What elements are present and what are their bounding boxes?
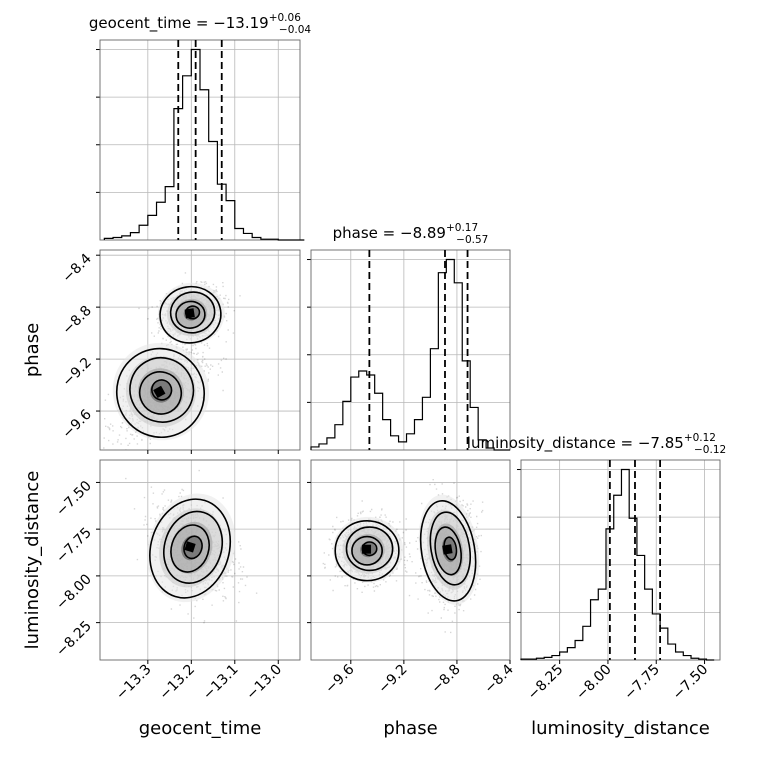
x-tick-label: −9.2 — [375, 662, 410, 697]
density — [103, 272, 241, 450]
contour-line — [434, 526, 462, 576]
title-geocent_time: geocent_time = −13.19+0.06 −0.04 — [89, 12, 311, 36]
x-axis-label-luminosity_distance: luminosity_distance — [531, 718, 710, 739]
x-tick-label: −13.3 — [113, 662, 155, 704]
x-tick-label: −8.8 — [428, 662, 463, 697]
panel-frame — [520, 459, 721, 661]
x-tick-label: −13.2 — [156, 662, 198, 704]
title-err-plus: +0.06 — [269, 12, 301, 24]
mode-0 — [157, 282, 225, 345]
histogram-luminosity_distance — [520, 468, 715, 661]
contour-line — [151, 379, 173, 401]
contour-line — [129, 357, 195, 423]
density — [322, 479, 484, 634]
contour-line — [334, 520, 400, 582]
panel-frame — [310, 249, 511, 451]
title-err-plus: +0.17 — [446, 222, 478, 234]
x-axis-label-phase: phase — [383, 718, 437, 739]
contour-line — [175, 300, 206, 329]
x-tick-label: −8.25 — [525, 662, 567, 704]
title-luminosity_distance: luminosity_distance = −7.85+0.12 −0.12 — [467, 432, 726, 456]
y-tick-label: −9.6 — [59, 406, 94, 441]
contour-line — [429, 511, 471, 586]
y-axis-label-phase: phase — [22, 323, 43, 377]
contour-line — [419, 500, 477, 602]
x-tick-label: −13.1 — [200, 662, 242, 704]
contour-line — [149, 498, 232, 599]
x-tick-label: −9.6 — [322, 661, 357, 696]
histogram-phase — [310, 258, 510, 451]
scatter-panel-geocent_time-phase: −8.4 −8.8 −9.2 −9.6 phase — [22, 249, 301, 454]
mode-0 — [147, 493, 236, 603]
title-prefix: luminosity_distance = −7.85 — [467, 434, 684, 453]
x-tick-label: −8.4 — [481, 661, 516, 696]
y-tick-label: −8.8 — [59, 303, 94, 338]
x-tick-label: −8.00 — [573, 662, 615, 704]
mode-1 — [112, 342, 209, 441]
mode-1 — [418, 494, 480, 605]
title-err-minus: −0.57 — [456, 234, 488, 246]
contour-line — [345, 526, 394, 572]
histogram-geocent_time — [103, 48, 305, 241]
contour-line — [159, 285, 222, 344]
title-prefix: geocent_time = −13.19 — [89, 14, 269, 33]
y-tick-label: −8.4 — [59, 251, 94, 286]
x-axis-label-geocent_time: geocent_time — [139, 718, 262, 739]
title-err-plus: +0.12 — [684, 432, 716, 444]
scatter-panel-geocent_time-luminosity_distance: −7.50 −7.75−8.00 −8.25 luminosity_distance −… — [22, 459, 301, 739]
contour-line — [183, 535, 203, 560]
contour-line — [170, 524, 210, 573]
x-tick-label: −7.50 — [670, 662, 712, 704]
contour-line — [138, 371, 183, 415]
y-tick-label: −7.50 — [53, 478, 95, 520]
y-tick-label: −8.00 — [53, 571, 95, 613]
contour-line — [351, 535, 383, 566]
y-tick-label: −8.25 — [53, 618, 95, 660]
title-err-minus: −0.04 — [279, 24, 311, 36]
mode-0 — [333, 516, 404, 583]
title-err-minus: −0.12 — [694, 444, 726, 456]
y-axis-label-luminosity_distance: luminosity_distance — [22, 471, 43, 650]
x-tick-label: −7.75 — [621, 662, 663, 704]
panel-frame — [310, 459, 511, 661]
scatter-panel-phase-luminosity_distance: −9.6 −9.2 −8.8 −8.4 phase — [307, 459, 517, 739]
y-tick-label: −7.75 — [53, 525, 95, 567]
y-tick-label: −9.2 — [59, 355, 94, 390]
panel-frame — [99, 459, 301, 661]
density-peak — [184, 541, 196, 553]
contour-line — [115, 347, 206, 439]
title-prefix: phase = −8.89 — [333, 224, 446, 242]
hist-panel-geocent_time: geocent_time = −13.19+0.06 −0.04 — [89, 12, 311, 241]
density-peak — [362, 544, 372, 554]
contour-line — [361, 541, 378, 557]
density-peak — [153, 385, 166, 398]
hist-panel-luminosity_distance: luminosity_distance = −7.85+0.12 −0.12 −8.… — [467, 432, 726, 739]
panel-frame — [99, 39, 301, 241]
sample-points — [125, 469, 258, 624]
contour-line — [169, 291, 216, 334]
contour-line — [163, 510, 223, 584]
contour-line — [443, 536, 458, 561]
panel-frame — [99, 249, 301, 451]
x-tick-label: −13.0 — [243, 662, 285, 704]
density — [125, 469, 258, 624]
contour-line — [184, 305, 201, 320]
hist-panel-phase: phase = −8.89+0.17 −0.57 — [307, 222, 511, 451]
title-phase: phase = −8.89+0.17 −0.57 — [333, 222, 489, 246]
